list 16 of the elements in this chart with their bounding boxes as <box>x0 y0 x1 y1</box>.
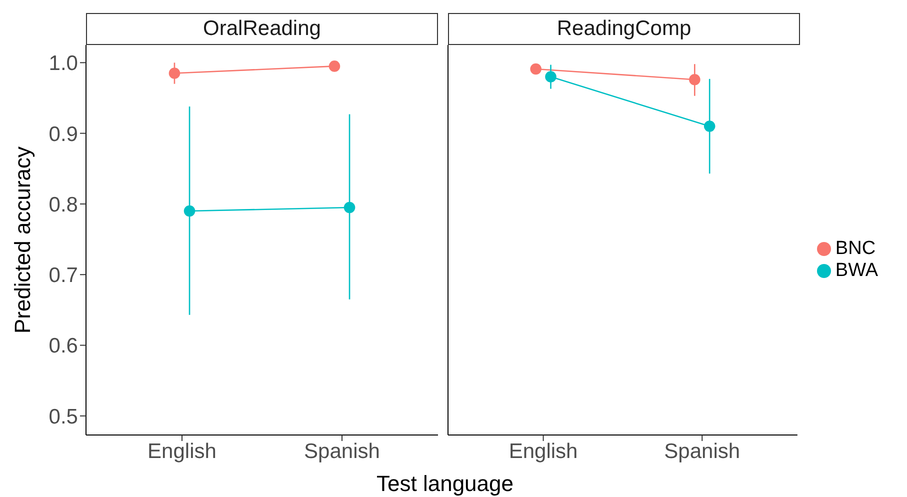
y-tick-label: 0.9 <box>48 122 78 146</box>
x-axis-title: Test language <box>376 471 514 497</box>
legend-label: BWA <box>835 260 878 281</box>
y-tick-label: 0.8 <box>48 193 78 216</box>
x-tick-label: Spanish <box>304 440 380 463</box>
chart-title: ReadingComp <box>448 13 800 45</box>
y-tick-label: 1.0 <box>48 52 78 76</box>
y-tick-label: 0.5 <box>48 405 78 428</box>
x-tick-label: English <box>508 440 578 463</box>
chart-title: OralReading <box>86 13 438 45</box>
x-tick-label: English <box>148 440 216 463</box>
legend-label: BNC <box>835 238 876 259</box>
y-tick-label: 0.6 <box>48 334 78 358</box>
y-axis-title: Predicted accuracy <box>10 146 35 334</box>
x-tick-label: Spanish <box>664 440 740 463</box>
y-tick-label: 0.7 <box>48 264 78 288</box>
